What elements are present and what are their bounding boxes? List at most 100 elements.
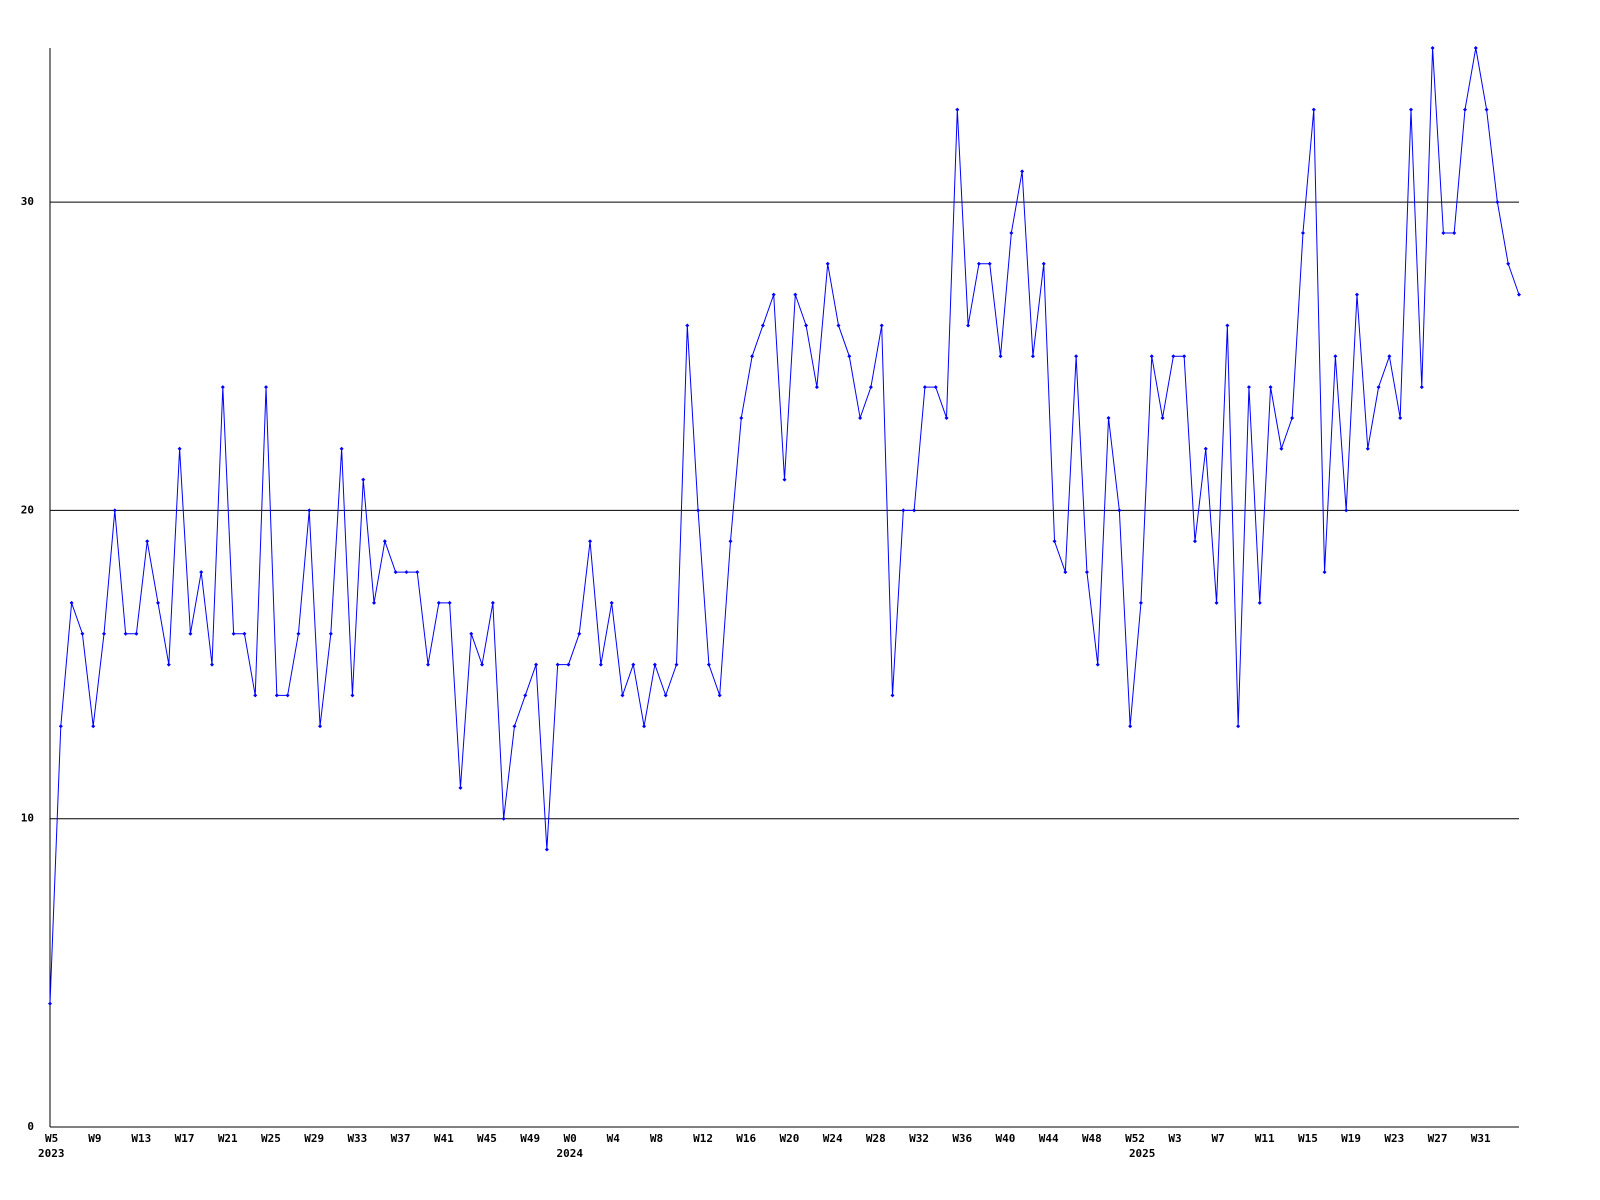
data-point — [1473, 46, 1478, 50]
x-tick-label: W32 — [909, 1132, 929, 1145]
data-point — [102, 631, 107, 636]
data-point — [69, 600, 74, 605]
data-point — [1020, 169, 1025, 174]
x-year-label: 2025 — [1129, 1147, 1156, 1160]
data-point — [1095, 662, 1100, 667]
x-year-label: 2024 — [556, 1147, 583, 1160]
data-point — [1171, 354, 1176, 359]
data-point — [372, 600, 377, 605]
x-tick-label: W27 — [1428, 1132, 1448, 1145]
data-point — [436, 600, 441, 605]
x-tick-label: W3 — [1168, 1132, 1181, 1145]
data-point — [1236, 724, 1241, 729]
data-point — [847, 354, 852, 359]
data-point — [771, 292, 776, 297]
data-point — [566, 662, 571, 667]
data-point — [1009, 230, 1014, 235]
data-point — [793, 292, 798, 297]
data-point — [620, 693, 625, 698]
data-point — [1117, 508, 1122, 513]
data-point — [458, 785, 463, 790]
x-tick-label: W36 — [952, 1132, 972, 1145]
data-point — [966, 323, 971, 328]
data-point — [112, 508, 117, 513]
data-point — [598, 662, 603, 667]
data-point — [1300, 230, 1305, 235]
data-point — [739, 415, 744, 420]
data-point — [210, 662, 215, 667]
data-point — [339, 446, 344, 451]
data-point — [696, 508, 701, 513]
data-point — [642, 724, 647, 729]
x-tick-label: W13 — [131, 1132, 151, 1145]
data-point — [1203, 446, 1208, 451]
data-point — [1333, 354, 1338, 359]
data-point — [868, 385, 873, 390]
data-point — [652, 662, 657, 667]
data-point — [588, 539, 593, 544]
data-point — [1344, 508, 1349, 513]
x-tick-label: W40 — [996, 1132, 1016, 1145]
data-point — [177, 446, 182, 451]
data-point — [166, 662, 171, 667]
data-point — [285, 693, 290, 698]
data-point — [199, 570, 204, 575]
data-point — [1430, 46, 1435, 50]
data-point — [231, 631, 236, 636]
data-point — [156, 600, 161, 605]
x-tick-label: W17 — [175, 1132, 195, 1145]
data-point — [998, 354, 1003, 359]
x-tick-label: W9 — [88, 1132, 101, 1145]
data-point — [523, 693, 528, 698]
data-point — [555, 662, 560, 667]
data-point — [544, 847, 549, 852]
data-point — [188, 631, 193, 636]
data-point — [58, 724, 63, 729]
data-point — [631, 662, 636, 667]
data-point — [242, 631, 247, 636]
data-point — [674, 662, 679, 667]
data-point — [1030, 354, 1035, 359]
data-point — [1192, 539, 1197, 544]
data-point — [1182, 354, 1187, 359]
data-point — [1149, 354, 1154, 359]
data-point — [123, 631, 128, 636]
data-point — [1268, 385, 1273, 390]
y-tick-label: 0 — [27, 1120, 34, 1133]
data-point — [717, 693, 722, 698]
data-point — [858, 415, 863, 420]
x-tick-label: W24 — [823, 1132, 843, 1145]
data-point — [750, 354, 755, 359]
x-tick-label: W23 — [1384, 1132, 1404, 1145]
data-point — [48, 1001, 52, 1006]
x-tick-label: W48 — [1082, 1132, 1102, 1145]
data-point — [609, 600, 614, 605]
data-point — [912, 508, 917, 513]
data-point — [879, 323, 884, 328]
data-point — [1408, 107, 1413, 112]
data-point — [1279, 446, 1284, 451]
data-point — [274, 693, 279, 698]
x-tick-label: W15 — [1298, 1132, 1318, 1145]
x-tick-label: W52 — [1125, 1132, 1145, 1145]
x-tick-label: W33 — [347, 1132, 367, 1145]
data-point — [1128, 724, 1133, 729]
data-point — [1376, 385, 1381, 390]
x-tick-label: W4 — [607, 1132, 621, 1145]
data-point — [501, 816, 506, 821]
x-tick-label: W5 — [45, 1132, 58, 1145]
data-line — [49, 47, 1520, 1004]
data-point — [480, 662, 485, 667]
data-point — [253, 693, 258, 698]
data-point — [1452, 230, 1457, 235]
data-point — [1387, 354, 1392, 359]
data-point — [1160, 415, 1165, 420]
data-point — [469, 631, 474, 636]
x-tick-label: W45 — [477, 1132, 497, 1145]
data-point — [933, 385, 938, 390]
x-tick-label: W25 — [261, 1132, 281, 1145]
data-point — [415, 570, 420, 575]
data-point — [890, 693, 895, 698]
data-point — [1517, 292, 1521, 297]
data-point — [1138, 600, 1143, 605]
